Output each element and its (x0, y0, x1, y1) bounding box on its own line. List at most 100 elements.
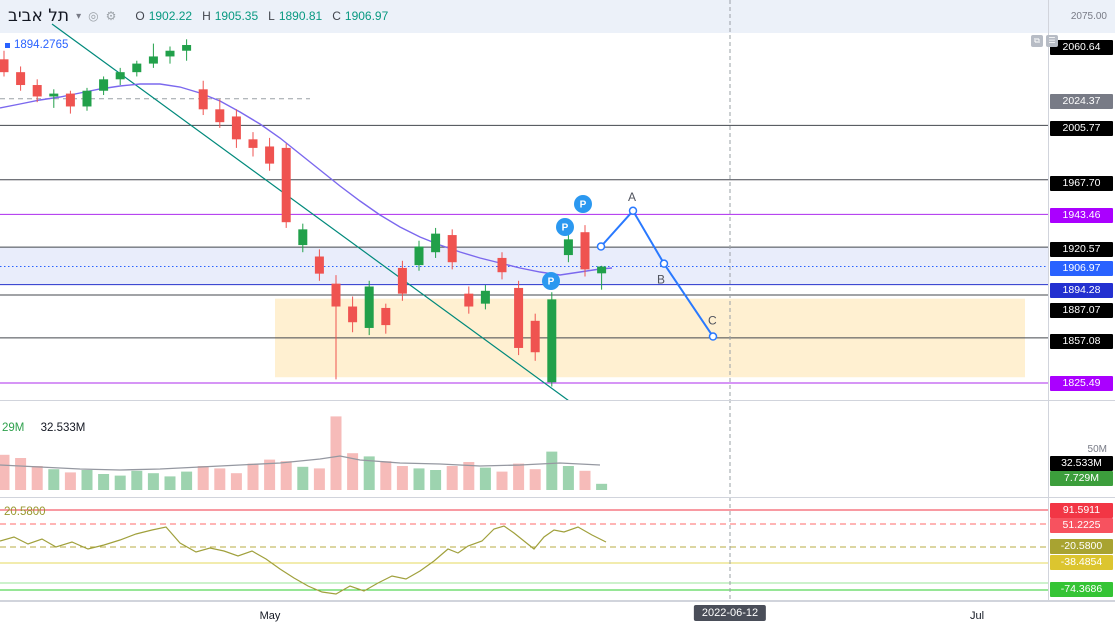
pane-expand-icon[interactable]: ⧉ (1031, 35, 1043, 47)
price-line-marker-icon (5, 42, 10, 48)
volume-bar (380, 461, 392, 490)
pane-controls: ⧉ ☰ (1031, 35, 1058, 47)
volume-bar (363, 456, 375, 490)
projection-point[interactable] (628, 206, 638, 216)
blue-price-band (0, 247, 1048, 285)
price-badge: 1943.46 (1050, 208, 1113, 223)
projection-point[interactable] (708, 332, 718, 341)
price-badge: 1825.49 (1050, 376, 1113, 391)
volume-legend: 29M 32.533M (2, 422, 85, 434)
pivot-marker[interactable]: P (542, 272, 560, 290)
crosshair-date-badge: 2022-06-12 (693, 605, 767, 621)
volume-bar (48, 469, 60, 490)
price-badge: 2024.37 (1050, 94, 1113, 109)
projection-point[interactable] (596, 242, 606, 251)
symbol-title[interactable]: תל אביב (8, 6, 70, 26)
time-label: Jul (969, 610, 985, 622)
volume-pane[interactable] (0, 416, 608, 490)
last-price-badge: 1906.97 (1050, 261, 1113, 276)
high-value: 1905.35 (214, 9, 259, 23)
volume-bar (197, 466, 209, 490)
visibility-icon[interactable]: ◎ (88, 9, 99, 23)
volume-bar (313, 468, 325, 490)
volume-bar (596, 483, 608, 490)
pivot-letter: P (580, 200, 587, 211)
price-badge: -20.5800 (1050, 539, 1113, 554)
price-scale[interactable]: 2075.00 50M 2060.64 2024.37 2005.77 1967.70 19… (1049, 0, 1115, 625)
price-badge: 1967.70 (1050, 176, 1113, 191)
trend-line[interactable] (51, 23, 576, 406)
close-label: C (332, 9, 341, 23)
projection-label: A (628, 190, 636, 204)
settings-icon[interactable]: ⚙ (105, 9, 117, 23)
volume-bar (230, 473, 242, 490)
pivot-marker[interactable]: P (574, 195, 592, 213)
low-label: L (268, 9, 275, 23)
volume-bar (247, 463, 259, 490)
volume-bar (446, 466, 458, 490)
volume-bar (330, 416, 342, 490)
volume-bar (463, 462, 475, 490)
time-axis[interactable]: May 2022-06-12 Jul (0, 601, 1115, 625)
volume-bar (15, 458, 27, 490)
main-price-pane[interactable]: A B C P P P (0, 23, 1048, 406)
volume-bar (114, 475, 126, 490)
volume-ma-value: 32.533M (40, 422, 86, 434)
oscillator-line (0, 525, 607, 595)
volume-bar (181, 471, 193, 490)
price-line-label: 1894.2765 (5, 39, 68, 51)
pane-menu-icon[interactable]: ☰ (1046, 35, 1058, 47)
volume-bar (546, 451, 558, 490)
volume-bar (81, 470, 93, 490)
high-label: H (202, 9, 211, 23)
price-badge: 7.729M (1050, 471, 1113, 486)
symbol-dropdown-caret[interactable]: ▾ (76, 10, 82, 22)
price-badge: 1857.08 (1050, 334, 1113, 349)
price-badge: 1920.57 (1050, 242, 1113, 257)
volume-bar (396, 466, 408, 490)
volume-bar (0, 454, 10, 490)
price-badge: 51.2225 (1050, 518, 1113, 533)
abc-projection[interactable]: A B C (596, 190, 718, 341)
low-value: 1890.81 (278, 9, 323, 23)
volume-last-value: 29M (2, 422, 25, 434)
time-label: May (259, 610, 281, 622)
volume-bar (430, 470, 442, 490)
price-badge: 32.533M (1050, 456, 1113, 471)
oscillator-legend: 20.5800 (4, 506, 46, 518)
chart-top-band (0, 0, 1115, 33)
volume-bar (579, 470, 591, 490)
volume-bar (280, 461, 292, 490)
volume-bar (562, 466, 574, 490)
price-badge: -38.4854 (1050, 555, 1113, 570)
axis-tick-label: 50M (1087, 444, 1107, 455)
volume-ma-line (0, 455, 601, 471)
price-badge: 91.5911 (1050, 503, 1113, 518)
volume-bar (31, 466, 43, 490)
volume-bar (529, 469, 541, 490)
volume-bar (297, 466, 309, 490)
volume-bar (98, 474, 110, 490)
open-label: O (135, 9, 145, 23)
volume-bar (64, 472, 76, 490)
candles[interactable] (0, 39, 607, 387)
pivot-marker[interactable]: P (556, 218, 574, 236)
projection-point[interactable] (659, 259, 669, 268)
price-badge: 2005.77 (1050, 121, 1113, 136)
close-value: 1906.97 (344, 9, 389, 23)
volume-bar (214, 468, 226, 490)
price-line-value: 1894.2765 (14, 39, 69, 51)
volume-bar (496, 471, 508, 490)
projection-label: C (708, 314, 717, 328)
price-badge: 1887.07 (1050, 303, 1113, 318)
volume-bar (347, 453, 359, 490)
volume-bar (513, 463, 525, 490)
oscillator-pane[interactable] (0, 509, 1048, 595)
volume-bar (479, 467, 491, 490)
oscillator-value: 20.5800 (4, 506, 46, 518)
price-badge: -74.3686 (1050, 582, 1113, 597)
ohlc-readout: O 1902.22 H 1905.35 L 1890.81 C 1906.97 (135, 9, 388, 23)
price-badge: 2060.64 (1050, 40, 1113, 55)
